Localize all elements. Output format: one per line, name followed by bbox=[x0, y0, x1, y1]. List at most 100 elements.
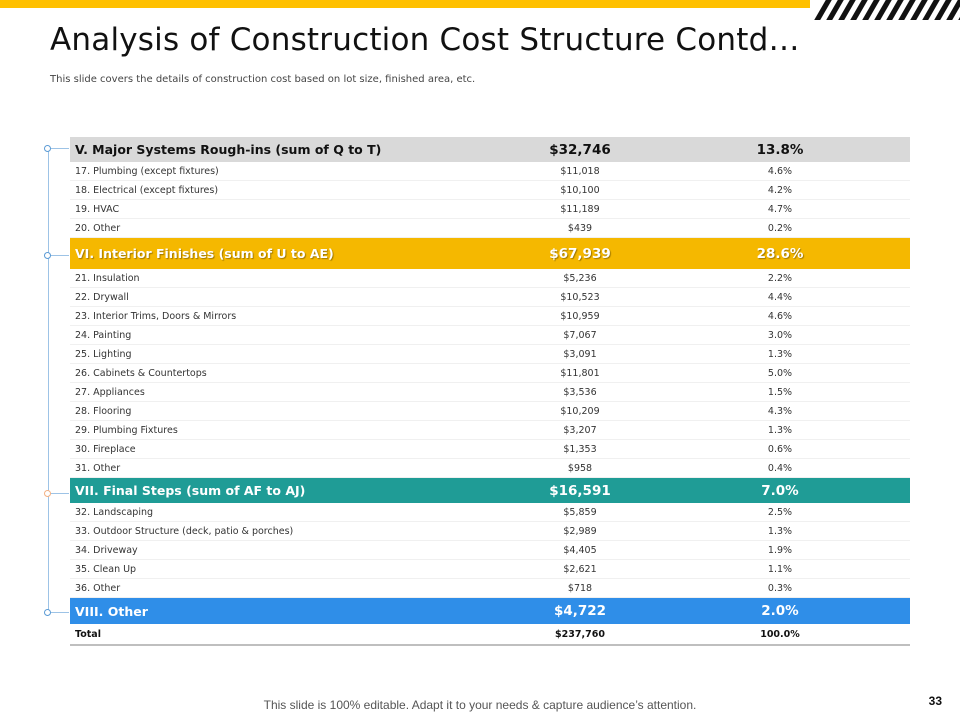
item-percent: 1.3% bbox=[767, 348, 793, 360]
item-percent: 0.4% bbox=[767, 462, 793, 474]
section-percent: 28.6% bbox=[756, 245, 804, 262]
item-label: 23. Interior Trims, Doors & Mirrors bbox=[75, 310, 237, 322]
item-percent: 1.1% bbox=[767, 563, 793, 575]
item-label: 34. Driveway bbox=[75, 544, 138, 556]
item-label: 28. Flooring bbox=[75, 405, 132, 417]
timeline-connector bbox=[51, 612, 69, 613]
item-label: 31. Other bbox=[75, 462, 121, 474]
item-percent: 4.3% bbox=[767, 405, 793, 417]
timeline-connector bbox=[51, 493, 69, 494]
table-row: 32. Landscaping $5,859 2.5% bbox=[70, 503, 910, 522]
section-header: VI. Interior Finishes (sum of U to AE) $… bbox=[70, 238, 910, 269]
item-label: 20. Other bbox=[75, 222, 121, 234]
section-amount: $67,939 bbox=[549, 245, 611, 262]
section-percent: 13.8% bbox=[756, 141, 804, 158]
item-amount: $5,859 bbox=[563, 506, 597, 518]
item-percent: 4.2% bbox=[767, 184, 793, 196]
table-row: 19. HVAC $11,189 4.7% bbox=[70, 200, 910, 219]
item-amount: $958 bbox=[567, 462, 593, 474]
item-percent: 1.3% bbox=[767, 525, 793, 537]
table-row: 34. Driveway $4,405 1.9% bbox=[70, 541, 910, 560]
item-label: 17. Plumbing (except fixtures) bbox=[75, 165, 219, 177]
footer-note: This slide is 100% editable. Adapt it to… bbox=[263, 698, 697, 712]
item-percent: 5.0% bbox=[767, 367, 793, 379]
table-row: 20. Other $439 0.2% bbox=[70, 219, 910, 238]
table-row: 18. Electrical (except fixtures) $10,100 4… bbox=[70, 181, 910, 200]
item-label: 26. Cabinets & Countertops bbox=[75, 367, 207, 379]
item-amount: $10,209 bbox=[560, 405, 600, 417]
section-label: VIII. Other bbox=[75, 603, 148, 619]
section-header: VII. Final Steps (sum of AF to AJ) $16,5… bbox=[70, 478, 910, 503]
item-label: 18. Electrical (except fixtures) bbox=[75, 184, 219, 196]
section-percent: 7.0% bbox=[761, 482, 799, 499]
item-amount: $439 bbox=[567, 222, 593, 234]
item-label: 25. Lighting bbox=[75, 348, 132, 360]
section-amount: $4,722 bbox=[553, 603, 607, 619]
timeline-line bbox=[48, 148, 49, 614]
item-percent: 1.3% bbox=[767, 424, 793, 436]
item-label: 36. Other bbox=[75, 582, 121, 594]
table-row: 36. Other $718 0.3% bbox=[70, 579, 910, 598]
item-amount: $5,236 bbox=[563, 272, 597, 284]
section-amount: $32,746 bbox=[549, 141, 611, 158]
table-row: 26. Cabinets & Countertops $11,801 5.0% bbox=[70, 364, 910, 383]
cost-table: V. Major Systems Rough-ins (sum of Q to … bbox=[70, 137, 910, 646]
item-amount: $3,536 bbox=[563, 386, 597, 398]
section-label: VI. Interior Finishes (sum of U to AE) bbox=[75, 246, 334, 261]
total-row: Total $237,760 100.0% bbox=[70, 624, 910, 646]
timeline-connector bbox=[51, 255, 69, 256]
item-amount: $2,621 bbox=[563, 563, 597, 575]
item-label: 32. Landscaping bbox=[75, 506, 154, 518]
item-amount: $718 bbox=[567, 582, 593, 594]
page-title: Analysis of Construction Cost Structure … bbox=[50, 22, 800, 58]
item-label: 29. Plumbing Fixtures bbox=[75, 424, 178, 436]
timeline-dot bbox=[44, 145, 51, 152]
item-percent: 2.2% bbox=[767, 272, 793, 284]
item-percent: 0.6% bbox=[767, 443, 793, 455]
section-label: VII. Final Steps (sum of AF to AJ) bbox=[75, 483, 306, 498]
item-amount: $2,989 bbox=[563, 525, 597, 537]
table-row: 22. Drywall $10,523 4.4% bbox=[70, 288, 910, 307]
item-label: 35. Clean Up bbox=[75, 563, 137, 575]
item-amount: $11,189 bbox=[560, 203, 600, 215]
table-row: 28. Flooring $10,209 4.3% bbox=[70, 402, 910, 421]
table-row: 27. Appliances $3,536 1.5% bbox=[70, 383, 910, 402]
item-amount: $4,405 bbox=[563, 544, 597, 556]
item-percent: 3.0% bbox=[767, 329, 793, 341]
item-label: 24. Painting bbox=[75, 329, 132, 341]
item-percent: 0.2% bbox=[767, 222, 793, 234]
item-percent: 4.6% bbox=[767, 310, 793, 322]
item-amount: $1,353 bbox=[563, 443, 597, 455]
timeline-dot bbox=[44, 609, 51, 616]
total-label: Total bbox=[75, 628, 101, 640]
table-row: 25. Lighting $3,091 1.3% bbox=[70, 345, 910, 364]
item-label: 27. Appliances bbox=[75, 386, 145, 398]
item-amount: $10,959 bbox=[560, 310, 600, 322]
timeline-dot bbox=[44, 252, 51, 259]
table-row: 31. Other $958 0.4% bbox=[70, 459, 910, 478]
table-row: 21. Insulation $5,236 2.2% bbox=[70, 269, 910, 288]
section-amount: $16,591 bbox=[549, 482, 611, 499]
section-header: V. Major Systems Rough-ins (sum of Q to … bbox=[70, 137, 910, 162]
item-label: 21. Insulation bbox=[75, 272, 140, 284]
section-header: VIII. Other $4,722 2.0% bbox=[70, 598, 910, 624]
top-accent-bar bbox=[0, 0, 960, 8]
table-row: 17. Plumbing (except fixtures) $11,018 4.6… bbox=[70, 162, 910, 181]
timeline-connector bbox=[51, 148, 69, 149]
item-percent: 2.5% bbox=[767, 506, 793, 518]
table-row: 33. Outdoor Structure (deck, patio & por… bbox=[70, 522, 910, 541]
section-percent: 2.0% bbox=[761, 603, 799, 619]
item-percent: 4.4% bbox=[767, 291, 793, 303]
item-amount: $10,100 bbox=[560, 184, 600, 196]
timeline-dot bbox=[44, 490, 51, 497]
item-percent: 1.5% bbox=[767, 386, 793, 398]
hazard-stripes bbox=[810, 0, 960, 20]
section-label: V. Major Systems Rough-ins (sum of Q to … bbox=[75, 142, 382, 157]
item-amount: $11,018 bbox=[560, 165, 600, 177]
table-row: 29. Plumbing Fixtures $3,207 1.3% bbox=[70, 421, 910, 440]
item-percent: 0.3% bbox=[767, 582, 793, 594]
item-label: 30. Fireplace bbox=[75, 443, 136, 455]
item-label: 33. Outdoor Structure (deck, patio & por… bbox=[75, 525, 294, 537]
table-row: 23. Interior Trims, Doors & Mirrors $10,9… bbox=[70, 307, 910, 326]
item-label: 22. Drywall bbox=[75, 291, 129, 303]
